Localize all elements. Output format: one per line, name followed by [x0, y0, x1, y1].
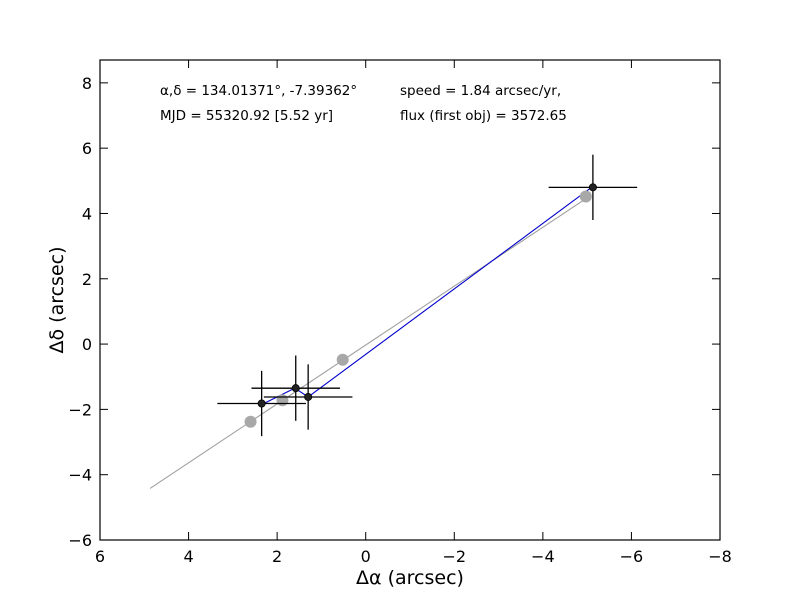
y-tick-label: 4: [82, 204, 92, 223]
x-tick-label: −4: [531, 547, 555, 566]
annotation-speed: speed = 1.84 arcsec/yr,: [400, 83, 561, 99]
y-tick-label: −2: [68, 400, 92, 419]
observations-layer: [217, 154, 638, 437]
path-line-layer: [263, 186, 592, 405]
observation-point: [263, 364, 353, 430]
x-axis-label: Δα (arcsec): [356, 567, 464, 589]
y-axis-label: Δδ (arcsec): [46, 246, 68, 353]
plot-frame: [99, 59, 721, 541]
y-tick-label: 6: [82, 139, 92, 158]
x-tick-label: −6: [620, 547, 644, 566]
observation-point: [548, 154, 638, 220]
ticks-layer: 6 4 2 0 −2 −4 −6 −8 −6 −4 −2 0 2 4 6 8: [68, 60, 732, 566]
y-tick-label: −4: [68, 466, 92, 485]
y-tick-label: 0: [82, 335, 92, 354]
observation-marker: [304, 392, 313, 401]
model-point: [336, 353, 349, 366]
y-tick-label: 2: [82, 270, 92, 289]
observation-point: [251, 355, 341, 421]
model-point: [579, 190, 592, 203]
model-point: [276, 394, 289, 407]
x-tick-label: 4: [183, 547, 193, 566]
annotation-flux: flux (first obj) = 3572.65: [400, 108, 567, 124]
y-tick-label: 8: [82, 74, 92, 93]
x-tick-label: 6: [95, 547, 105, 566]
y-tick-label: −6: [68, 531, 92, 550]
x-tick-label: 2: [272, 547, 282, 566]
model-point: [244, 415, 257, 428]
fit-line: [149, 197, 588, 489]
x-tick-label: 0: [361, 547, 371, 566]
fit-line-layer: [149, 197, 588, 489]
observation-marker: [588, 183, 597, 192]
annotation-coords: α,δ = 134.01371°, -7.39362°: [160, 83, 357, 99]
observation-marker: [291, 384, 300, 393]
x-tick-label: −8: [708, 547, 732, 566]
annotation-mjd: MJD = 55320.92 [5.52 yr]: [160, 108, 333, 124]
path-line: [263, 186, 592, 405]
observation-marker: [257, 399, 266, 408]
observation-point: [217, 370, 306, 437]
x-tick-label: −2: [442, 547, 466, 566]
